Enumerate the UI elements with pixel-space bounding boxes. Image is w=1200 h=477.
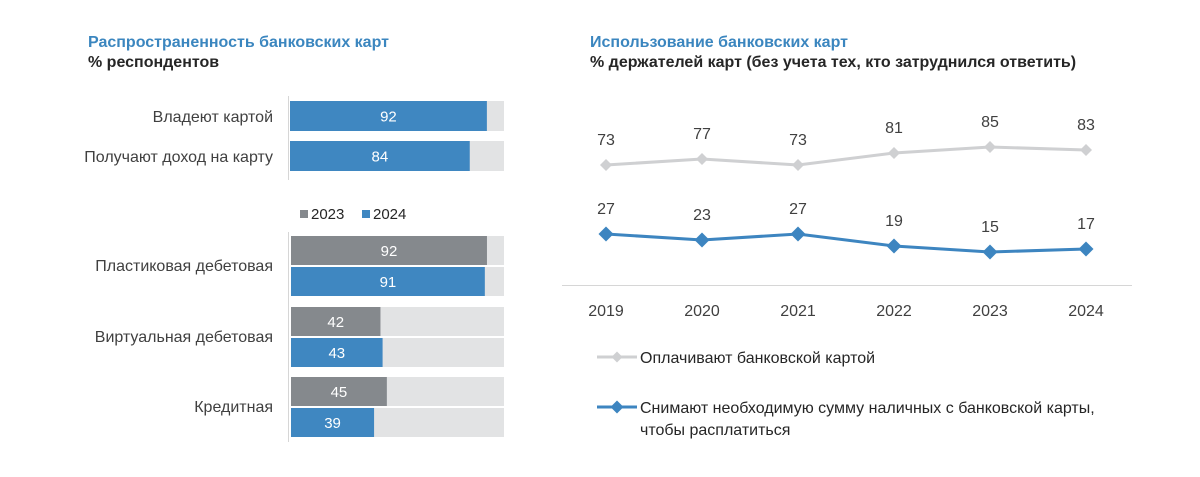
data-point [888, 147, 900, 159]
data-label: 17 [1077, 216, 1095, 233]
data-point [600, 159, 612, 171]
data-point [790, 226, 806, 242]
data-point [1080, 144, 1092, 156]
bar [291, 236, 487, 265]
legend-label: Оплачивают банковской картой [640, 350, 875, 367]
legend-marker [610, 400, 624, 414]
x-tick-label: 2020 [684, 303, 720, 320]
category-label: Получают доход на карту [84, 149, 273, 166]
data-point [694, 232, 710, 248]
bar-chart-ownership: 92 Владеют картой 84 Получают доход на карт… [84, 101, 504, 171]
right-chart-title: Использование банковских карт [590, 34, 848, 51]
bar [291, 408, 375, 437]
data-label: 81 [885, 120, 903, 137]
data-point [886, 238, 902, 254]
bar [291, 338, 383, 367]
legend-swatch [300, 210, 308, 218]
legend-swatch [362, 210, 370, 218]
bar [291, 377, 387, 406]
bar [291, 267, 485, 296]
bar-value-label: 45 [331, 384, 348, 401]
left-chart-subtitle: % респондентов [88, 54, 219, 71]
x-tick-label: 2024 [1068, 303, 1104, 320]
legend-label: 2024 [373, 206, 406, 223]
bar-value-label: 43 [328, 345, 345, 362]
series-line [605, 145, 1087, 167]
bar-value-label: 92 [381, 243, 398, 260]
line-chart-usage: 2019 2020 2021 2022 2023 2024 73 77 73 81 85 83 27 23… [588, 114, 1104, 439]
data-point [792, 159, 804, 171]
bar-value-label: 39 [324, 415, 341, 432]
data-label: 73 [789, 132, 807, 149]
series-line [605, 232, 1087, 254]
data-label: 27 [789, 201, 807, 218]
category-label: Виртуальная дебетовая [95, 329, 273, 346]
data-point [598, 226, 614, 242]
data-label: 15 [981, 219, 999, 236]
data-label: 19 [885, 213, 903, 230]
category-label: Пластиковая дебетовая [95, 258, 273, 275]
x-tick-label: 2022 [876, 303, 912, 320]
left-chart-title: Распространенность банковских карт [88, 34, 389, 51]
legend: Оплачивают банковской картой Снимают необ… [597, 350, 1095, 439]
bar-value-label: 91 [380, 274, 397, 291]
category-label: Кредитная [194, 399, 273, 416]
bar [291, 307, 381, 336]
bar [290, 141, 470, 171]
data-label: 85 [981, 114, 999, 131]
x-tick-label: 2021 [780, 303, 816, 320]
bar-value-label: 84 [372, 149, 389, 166]
legend: 2023 2024 [300, 206, 406, 223]
data-point [984, 141, 996, 153]
x-tick-label: 2019 [588, 303, 624, 320]
legend-marker [611, 351, 623, 363]
data-point [982, 244, 998, 260]
data-point [696, 153, 708, 165]
bar-value-label: 92 [380, 109, 397, 126]
legend-label: Снимают необходимую сумму наличных с бан… [640, 400, 1095, 439]
data-label: 77 [693, 126, 711, 143]
bar [290, 101, 487, 131]
legend-label: 2023 [311, 206, 344, 223]
data-label: 73 [597, 132, 615, 149]
right-chart-subtitle: % держателей карт (без учета тех, кто за… [590, 54, 1076, 71]
bar-chart-card-types: 2023 2024 92 91 Пластиковая дебетовая 42 43 Вир… [95, 206, 504, 437]
bar-value-label: 42 [327, 314, 344, 331]
data-point [1078, 241, 1094, 257]
data-label: 27 [597, 201, 615, 218]
x-tick-label: 2023 [972, 303, 1008, 320]
data-label: 23 [693, 207, 711, 224]
category-label: Владеют картой [153, 109, 273, 126]
data-label: 83 [1077, 117, 1095, 134]
